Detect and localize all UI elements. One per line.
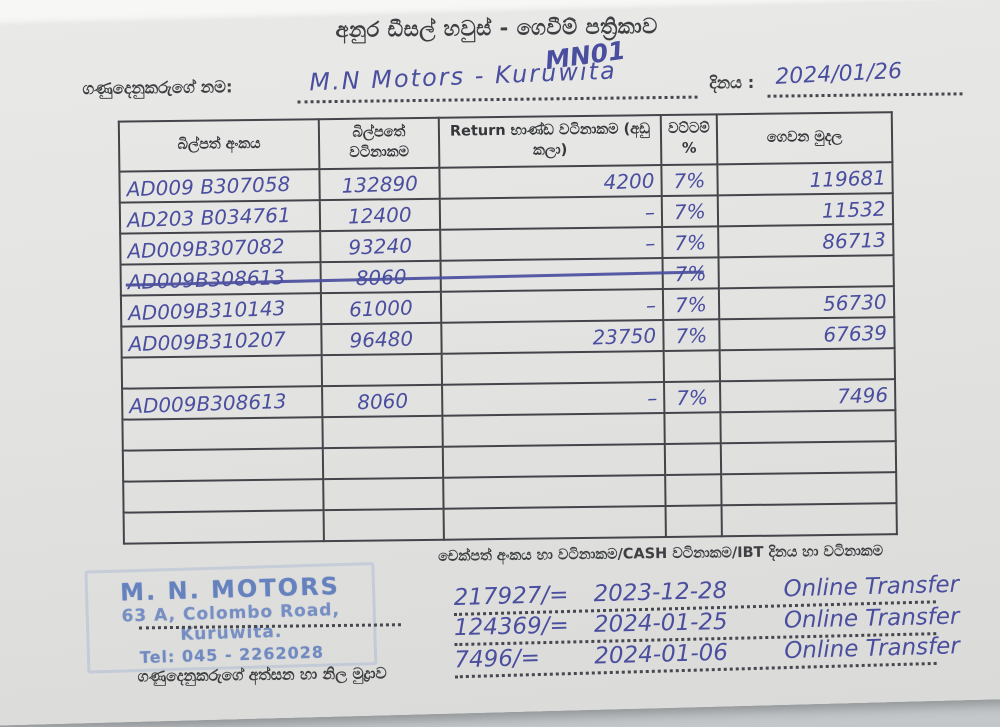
cell-discount: 7% [661, 164, 718, 197]
payment-2-date: 2024-01-25 [593, 608, 728, 638]
cell-discount [664, 412, 721, 444]
cell-bill-number: AD009B310207 [121, 324, 322, 358]
cell-amount-paid [721, 472, 897, 506]
billing-table-body: AD009 B307058 132890 4200 7% 119681 AD20… [119, 162, 897, 544]
cell-amount-paid [720, 410, 896, 444]
date-label: දිනය : [709, 72, 755, 93]
cell-amount-paid [719, 348, 895, 382]
cell-bill-value [322, 446, 444, 480]
header-discount: වට්ටම් % [660, 114, 718, 166]
cell-return-value [443, 505, 666, 540]
customer-name-line [297, 95, 698, 104]
billing-table: බිල්පත් අංකය බිල්පතේ වටිනාකම Return භාණ්… [118, 111, 898, 544]
cell-bill-number [122, 448, 324, 482]
cell-return-value [440, 258, 663, 292]
cell-bill-value: 93240 [320, 229, 441, 263]
cell-return-value: – [440, 289, 664, 323]
cell-amount-paid: 56730 [718, 286, 895, 320]
payment-2-method: Online Transfer [783, 603, 960, 634]
document-title: අනුර ඩීසල් හවුස් - ගෙවීම් පත්‍රිකාව [335, 14, 658, 42]
customer-name-value: M.N Motors - Kuruwita [308, 56, 618, 97]
cell-discount [665, 474, 722, 506]
cell-amount-paid: 86713 [718, 224, 894, 258]
payment-methods-note: චෙක්පත් අංකය හා වටිනාකම/CASH වටිනාකම/IBT… [438, 543, 884, 565]
cell-bill-number [122, 417, 323, 451]
cell-discount [665, 505, 722, 537]
header-bill-value: බිල්පතේ වටිනාකම [318, 117, 440, 170]
cell-amount-paid [718, 255, 894, 289]
cell-amount-paid: 119681 [717, 162, 893, 196]
customer-name-label: ගණුදෙනුකරුගේ නම: [82, 77, 233, 99]
payment-1-amount: 217927/= [453, 581, 569, 611]
cell-discount: 7% [663, 319, 720, 352]
cell-bill-number [123, 479, 324, 513]
cell-discount [663, 350, 721, 383]
cell-return-value [441, 351, 665, 385]
cell-return-value: – [442, 382, 665, 416]
cell-discount: 7% [664, 381, 721, 414]
cell-bill-value: 12400 [319, 198, 441, 232]
header-bill-number: බිල්පත් අංකය [118, 119, 320, 172]
cell-bill-value: 132890 [319, 167, 440, 201]
cell-discount: 7% [661, 195, 719, 228]
cell-return-value: – [440, 227, 663, 261]
cell-amount-paid: 67639 [719, 317, 895, 351]
cell-discount [664, 443, 722, 475]
cell-discount: 7% [662, 226, 719, 259]
cell-bill-value [322, 415, 443, 449]
cell-bill-number: AD009 B307058 [119, 169, 320, 203]
cell-bill-number: AD203 B034761 [119, 200, 321, 234]
cell-bill-number: AD009B310143 [120, 293, 322, 327]
cell-bill-value: 8060 [320, 260, 441, 294]
cell-return-value: 23750 [441, 320, 664, 354]
cell-return-value [443, 474, 666, 509]
cell-amount-paid: 7496 [720, 379, 896, 413]
date-value: 2024/01/26 [774, 58, 903, 90]
cell-bill-value [323, 508, 444, 542]
payment-3-amount: 7496/= [454, 644, 541, 674]
cell-bill-number: AD009B308613 [120, 262, 704, 296]
payment-1-date: 2023-12-28 [593, 577, 728, 608]
payment-3-date: 2024-01-06 [593, 639, 729, 670]
signature-caption: ගණුදෙනුකරුගේ අත්සන හා නිල මුද්‍රාව [137, 664, 387, 686]
cell-discount: 7% [662, 288, 720, 321]
cell-return-value [442, 413, 665, 447]
cell-discount: 7% [662, 257, 719, 290]
cell-bill-number: AD009B307082 [120, 231, 321, 265]
cell-amount-paid [721, 503, 897, 537]
cell-amount-paid: 11532 [717, 193, 894, 227]
cell-amount-paid [720, 441, 897, 475]
cell-bill-number [121, 355, 323, 389]
cell-bill-number [123, 510, 324, 544]
company-stamp: M. N. MOTORS 63 A, Colombo Road, Kuruwit… [84, 562, 378, 674]
cell-bill-value: 8060 [322, 384, 443, 418]
cell-bill-value [323, 477, 444, 511]
cell-bill-value: 96480 [321, 322, 442, 356]
header-amount-paid: ගෙවන මුදල [716, 112, 893, 165]
cell-bill-value: 61000 [320, 291, 442, 325]
date-line [767, 92, 963, 98]
payment-3-method: Online Transfer [783, 633, 961, 665]
header-return-value: Return භාණ්ඩ වටිනාකම (අඩු කලා) [438, 115, 662, 168]
payment-2-amount: 124369/= [453, 612, 570, 642]
cell-return-value: – [439, 196, 663, 230]
cell-return-value [442, 443, 666, 478]
cell-return-value: 4200 [439, 165, 662, 199]
cell-bill-value [321, 353, 443, 387]
payment-1-method: Online Transfer [783, 571, 960, 603]
cell-bill-number: AD009B308613 [122, 386, 323, 420]
